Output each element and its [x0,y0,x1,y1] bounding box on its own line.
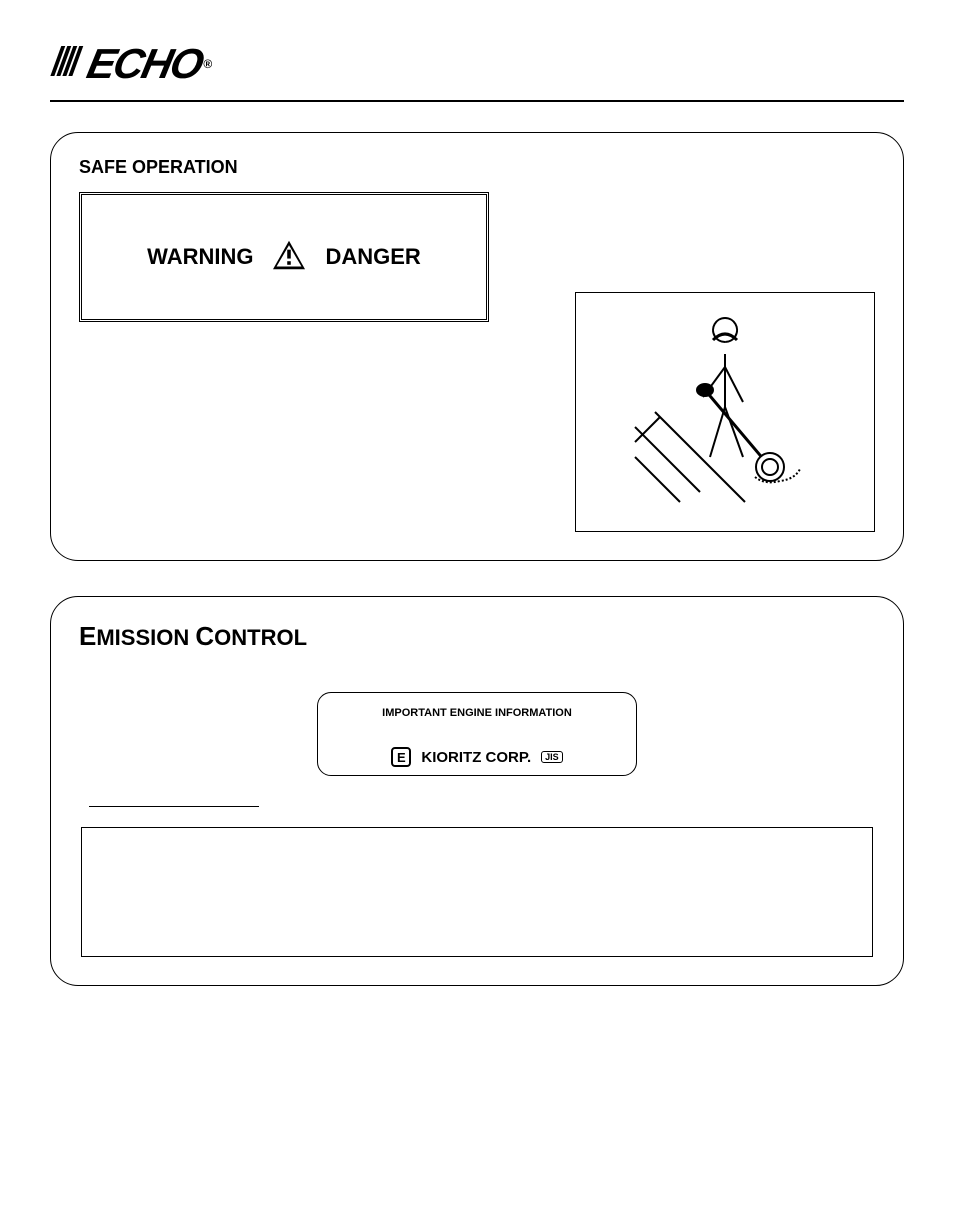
warning-danger-box: WARNING DANGER [79,192,489,322]
inner-rectangle [81,827,873,957]
emission-control-title: EMISSION CONTROL [79,621,875,652]
operator-icon [625,312,825,512]
brand-logo: ECHO ® [50,40,904,88]
jis-mark-icon: JIS [541,751,563,763]
danger-label: DANGER [325,244,420,270]
engine-info-title: IMPORTANT ENGINE INFORMATION [330,707,624,719]
logo-bars-icon [50,40,86,88]
logo-text: ECHO [83,40,207,88]
emission-control-panel: EMISSION CONTROL IMPORTANT ENGINE INFORM… [50,596,904,986]
safe-operation-title: SAFE OPERATION [79,157,875,178]
warning-label: WARNING [147,244,253,270]
operator-illustration-box [575,292,875,532]
safe-operation-panel: SAFE OPERATION WARNING DANGER [50,132,904,561]
e-mark-icon: E [391,747,411,767]
warning-triangle-icon [271,239,307,276]
safe-operation-left: WARNING DANGER [79,192,555,532]
header-rule [50,100,904,102]
registered-mark: ® [203,57,210,71]
kioritz-row: E KIORITZ CORP. JIS [330,747,624,767]
kioritz-corp-text: KIORITZ CORP. [421,749,531,766]
underline-rule [89,806,259,807]
engine-info-box: IMPORTANT ENGINE INFORMATION E KIORITZ C… [317,692,637,776]
